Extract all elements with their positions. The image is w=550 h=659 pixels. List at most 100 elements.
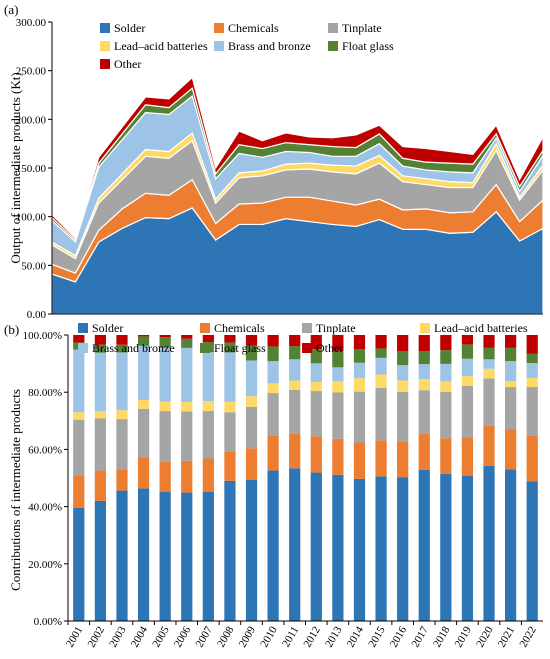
legend-label-b-solder: Solder [92, 321, 123, 335]
bar-lead-acid-batteries [353, 378, 366, 392]
bar-lead-acid-batteries [526, 377, 538, 388]
bar-tinplate [245, 406, 258, 449]
legend-swatch-b-float-glass [200, 343, 210, 353]
bar-solder [461, 475, 474, 621]
bar-lead-acid-batteries [159, 401, 171, 412]
bar-solder [267, 470, 279, 621]
chart-b: (b) Contributions of intermediate produc… [4, 321, 543, 650]
y-tick-label-a: 150.00 [16, 163, 47, 175]
y-tick-label-b: 0.00% [34, 616, 62, 628]
x-tick-label: 2013 [323, 624, 345, 649]
bar-lead-acid-batteries [137, 399, 150, 409]
panel-label-a: (a) [4, 2, 18, 17]
bar-brass-and-bronze [461, 358, 474, 377]
bar-solder [440, 473, 452, 621]
y-tick-label-b: 20.00% [28, 559, 62, 571]
bar-brass-and-bronze [94, 352, 106, 412]
y-tick-label-a: 250.00 [16, 66, 47, 78]
bar-brass-and-bronze [332, 367, 344, 382]
y-tick-label-a: 100.00 [16, 212, 47, 224]
legend-label-b-chemicals: Chemicals [214, 321, 265, 335]
bar-brass-and-bronze [310, 363, 322, 382]
bar-brass-and-bronze [267, 361, 279, 384]
bar-lead-acid-batteries [289, 380, 301, 390]
bar-chemicals [181, 460, 193, 493]
x-tick-label: 2003 [107, 624, 129, 649]
legend-label-a-chemicals: Chemicals [228, 21, 279, 35]
bar-lead-acid-batteries [73, 412, 85, 420]
bar-float-glass [224, 342, 236, 353]
bar-tinplate [461, 385, 474, 438]
bar-other [461, 335, 474, 345]
bar-other [289, 335, 301, 347]
bar-float-glass [375, 348, 387, 358]
legend-label-a-float-glass: Float glass [342, 39, 394, 53]
bar-tinplate [353, 391, 366, 443]
bar-other [526, 335, 538, 354]
bar-lead-acid-batteries [310, 381, 322, 392]
bar-chemicals [332, 438, 344, 475]
legend-swatch-a-lead-acid-batteries [100, 41, 110, 51]
bar-tinplate [289, 389, 301, 434]
x-tick-label: 2021 [496, 625, 517, 650]
bar-tinplate [267, 393, 279, 436]
x-tick-label: 2002 [86, 625, 107, 650]
legend-label-b-brass-and-bronze: Brass and bronze [92, 341, 175, 355]
bar-brass-and-bronze [353, 362, 366, 379]
bar-float-glass [418, 351, 430, 365]
legend-swatch-b-lead-acid-batteries [420, 323, 430, 333]
bar-lead-acid-batteries [483, 368, 495, 379]
legend-label-a-brass-and-bronze: Brass and bronze [228, 39, 311, 53]
bar-other [137, 335, 150, 337]
bar-solder [137, 488, 150, 621]
bar-chemicals [224, 451, 236, 481]
bar-solder [116, 490, 128, 621]
bar-brass-and-bronze [159, 347, 171, 402]
bar-other [332, 335, 344, 352]
legend-swatch-a-float-glass [328, 41, 338, 51]
bar-chemicals [137, 457, 150, 489]
bar-solder [181, 492, 193, 621]
legend-label-b-other: Other [316, 341, 343, 355]
bar-other [483, 335, 495, 348]
bar-other [505, 335, 517, 348]
bar-other [375, 335, 387, 349]
bar-float-glass [289, 346, 301, 360]
legend-label-a-lead-acid-batteries: Lead–acid batteries [114, 39, 208, 53]
bar-brass-and-bronze [375, 357, 387, 375]
bar-tinplate [526, 387, 538, 436]
legend-swatch-a-chemicals [214, 23, 224, 33]
x-tick-label: 2017 [409, 624, 431, 649]
bar-chemicals [397, 441, 409, 478]
y-tick-label-b: 60.00% [28, 444, 62, 456]
y-tick-label-a: 200.00 [16, 114, 47, 126]
bar-float-glass [137, 336, 150, 346]
bar-float-glass [245, 345, 258, 361]
x-tick-label: 2014 [345, 624, 367, 649]
legend-swatch-b-chemicals [200, 323, 210, 333]
bar-tinplate [202, 411, 214, 459]
bar-solder [332, 474, 344, 621]
bar-solder [224, 480, 236, 621]
bar-other [116, 335, 128, 345]
bar-solder [245, 479, 258, 621]
bar-float-glass [181, 338, 193, 348]
bar-float-glass [461, 344, 474, 359]
bar-other [73, 335, 85, 343]
bar-float-glass [440, 350, 452, 364]
bar-chemicals [289, 433, 301, 469]
y-tick-label-b: 80.00% [28, 387, 62, 399]
bar-chemicals [159, 461, 171, 493]
bar-lead-acid-batteries [375, 374, 387, 388]
bar-brass-and-bronze [245, 360, 258, 397]
bar-float-glass [505, 347, 517, 362]
bar-lead-acid-batteries [181, 401, 193, 412]
area-other [51, 76, 544, 242]
x-tick-label: 2007 [194, 624, 216, 649]
x-tick-label: 2004 [129, 624, 151, 649]
bar-float-glass [332, 351, 344, 368]
x-tick-label: 2005 [150, 624, 172, 649]
x-tick-label: 2018 [431, 624, 453, 649]
bar-solder [310, 472, 322, 621]
bar-chemicals [418, 433, 430, 470]
